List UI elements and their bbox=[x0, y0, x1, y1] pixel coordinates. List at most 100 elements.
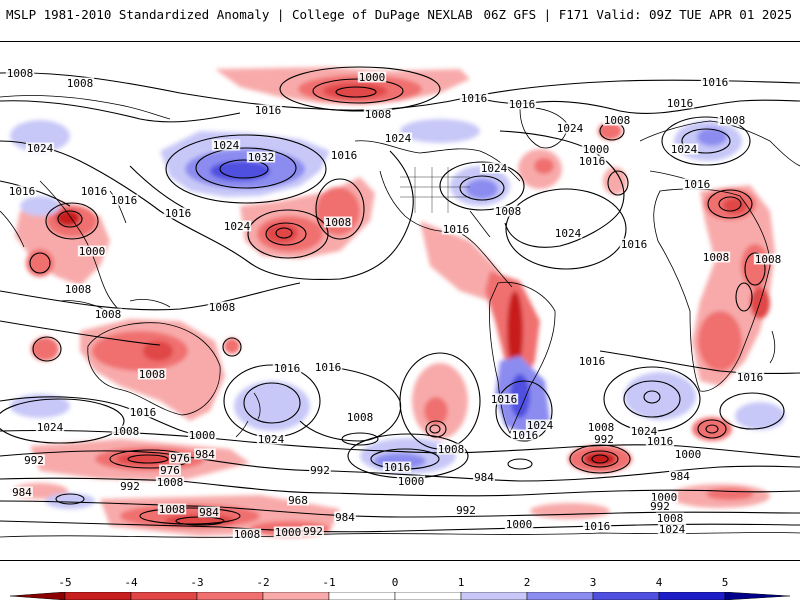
isobar-label: 1000 bbox=[189, 429, 216, 442]
anomaly-area bbox=[224, 338, 240, 354]
colorbar-cell bbox=[592, 592, 660, 600]
isobar-label-bg bbox=[109, 194, 139, 206]
isobar-label-bg bbox=[35, 421, 65, 433]
isobar-label-bg bbox=[198, 506, 220, 518]
isobar-label: 1008 bbox=[157, 476, 184, 489]
legend-tick-label: 0 bbox=[391, 576, 399, 589]
isobar-label-bg bbox=[655, 512, 685, 524]
anomaly-area bbox=[507, 291, 523, 371]
isobar-label-bg bbox=[682, 178, 712, 190]
isobar-label: 1016 bbox=[81, 185, 108, 198]
isobar-label: 1016 bbox=[684, 178, 711, 191]
isobar-label: 1008 bbox=[325, 216, 352, 229]
anomaly-area bbox=[706, 488, 754, 500]
isobar-label-bg bbox=[555, 122, 585, 134]
isobar-label-bg bbox=[649, 491, 679, 503]
isobar-label-bg bbox=[323, 216, 353, 228]
isobar-label: 1016 bbox=[647, 435, 674, 448]
isobar-label-bg bbox=[5, 67, 35, 79]
colorbar-cell bbox=[262, 592, 330, 600]
anomaly-area bbox=[584, 452, 616, 466]
isobar-label: 1008 bbox=[209, 301, 236, 314]
legend-tick-label: 3 bbox=[589, 576, 597, 589]
isobar-label: 984 bbox=[670, 470, 690, 483]
legend-tick-label: -2 bbox=[256, 576, 270, 589]
colorbar-cell bbox=[130, 592, 198, 600]
isobar-label: 1016 bbox=[579, 355, 606, 368]
legend-tick-label: -5 bbox=[58, 576, 72, 589]
isobar-label: 1000 bbox=[275, 526, 302, 539]
isobar-label-bg bbox=[436, 443, 466, 455]
isobar-label-bg bbox=[287, 494, 309, 506]
isobar-label: 1024 bbox=[555, 227, 582, 240]
isobar-label-bg bbox=[137, 368, 167, 380]
colorbar-cell bbox=[328, 592, 396, 600]
isobar-label: 984 bbox=[474, 471, 494, 484]
isobar-label: 984 bbox=[199, 506, 219, 519]
colorbar-cell bbox=[394, 592, 462, 600]
isobar-label: 1016 bbox=[111, 194, 138, 207]
isobar-label: 1024 bbox=[481, 162, 508, 175]
isobar-label-bg bbox=[11, 486, 33, 498]
isobar-label: 1008 bbox=[438, 443, 465, 456]
isobar-label-bg bbox=[23, 454, 45, 466]
isobar-label-bg bbox=[334, 511, 356, 523]
anomaly-area bbox=[143, 341, 173, 361]
isobar-label-bg bbox=[232, 528, 262, 540]
isobar-label: 1008 bbox=[139, 368, 166, 381]
colorbar-cell bbox=[64, 592, 132, 600]
isobar-label-bg bbox=[673, 448, 703, 460]
isobar-label: 1016 bbox=[165, 207, 192, 220]
colorbar-cell bbox=[658, 592, 726, 600]
isobar-label-bg bbox=[128, 406, 158, 418]
isobar-label-bg bbox=[396, 475, 426, 487]
isobar-label: 1008 bbox=[495, 205, 522, 218]
isobar-label: 1008 bbox=[347, 411, 374, 424]
colorbar-cell bbox=[526, 592, 594, 600]
isobar-label-bg bbox=[382, 461, 412, 473]
isobar-label-bg bbox=[493, 205, 523, 217]
isobar-label: 1024 bbox=[224, 220, 251, 233]
colorbar-arrow-right bbox=[724, 592, 790, 600]
isobar-label: 1032 bbox=[248, 151, 275, 164]
isobar-label-bg bbox=[357, 71, 387, 83]
isobar-label: 1016 bbox=[584, 520, 611, 533]
isobar-label-bg bbox=[645, 435, 675, 447]
isobar-label: 1024 bbox=[27, 142, 54, 155]
isobar-label-bg bbox=[649, 500, 671, 512]
isobar-label: 1000 bbox=[398, 475, 425, 488]
isobar-label: 1008 bbox=[703, 251, 730, 264]
anomaly-area bbox=[698, 311, 742, 371]
anomaly-area bbox=[530, 503, 610, 519]
isobar-label-bg bbox=[119, 480, 141, 492]
anomaly-area bbox=[92, 331, 188, 371]
isobar-label: 1024 bbox=[557, 122, 584, 135]
isobar-label: 984 bbox=[335, 511, 355, 524]
isobar-label-bg bbox=[273, 526, 303, 538]
isobar-label: 1016 bbox=[331, 149, 358, 162]
isobar-label-bg bbox=[256, 433, 286, 445]
isobar-label: 1000 bbox=[359, 71, 386, 84]
isobar-label: 1016 bbox=[667, 97, 694, 110]
isobar-label-bg bbox=[602, 114, 632, 126]
isobar-label-bg bbox=[577, 355, 607, 367]
isobar-label-bg bbox=[313, 361, 343, 373]
legend-tick-label: 4 bbox=[655, 576, 663, 589]
isobar-label-bg bbox=[194, 448, 216, 460]
isobar-label-bg bbox=[111, 425, 141, 437]
model-run-info: 06Z GFS | F171 Valid: 09Z TUE APR 01 202… bbox=[483, 7, 792, 22]
legend-tick-label: -4 bbox=[124, 576, 138, 589]
isobar-label: 968 bbox=[288, 494, 308, 507]
isobar-label-bg bbox=[309, 464, 331, 476]
isobar-label: 1024 bbox=[258, 433, 285, 446]
isobar-label-bg bbox=[455, 504, 477, 516]
isobar-label: 992 bbox=[120, 480, 140, 493]
legend-tick-label: -1 bbox=[322, 576, 336, 589]
isobar-label: 1016 bbox=[130, 406, 157, 419]
isobar-label-bg bbox=[717, 114, 747, 126]
isobar-label-bg bbox=[302, 525, 324, 537]
isobar-label: 1000 bbox=[583, 143, 610, 156]
colorbar-cell bbox=[196, 592, 264, 600]
